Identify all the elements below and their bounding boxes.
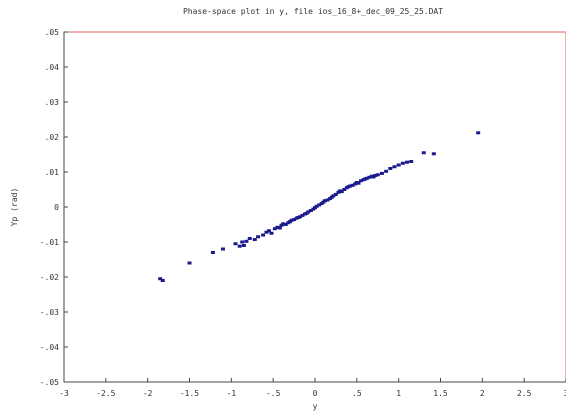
data-point [476,131,481,135]
data-point [314,204,319,208]
data-point [375,173,380,177]
y-tick-label: -.04 [40,343,59,352]
scatter-points [158,131,481,282]
data-point [158,277,163,281]
data-point [275,225,280,229]
y-axis-title: Yp (rad) [10,188,19,227]
data-point [241,244,246,247]
data-point [247,237,252,240]
data-point [333,192,338,196]
data-point [392,165,397,169]
data-point [292,218,297,222]
y-axis-ticks: .05 .04 .03 .02 .01 0 -.01 -.02 -.03 -.04 -.05 [40,28,68,387]
x-tick-label: 1 [396,389,401,398]
x-tick-label: -.5 [266,389,281,398]
x-tick-label: 1.5 [433,389,448,398]
data-point [237,244,242,248]
data-point [317,203,322,207]
data-point [283,223,288,226]
y-tick-label: .03 [45,98,60,107]
y-tick-label: -.01 [40,238,59,247]
data-point [256,235,261,239]
data-point [373,174,378,177]
data-point [431,152,436,156]
data-point [359,179,364,183]
data-point [331,194,336,198]
x-tick-label: 3 [564,389,566,398]
data-point [244,239,249,243]
data-point [325,198,330,202]
y-tick-label: .05 [45,28,60,37]
data-point [160,279,165,282]
data-point [356,181,361,185]
x-axis-title: y [313,402,318,411]
data-point [252,238,257,242]
x-tick-label: -1 [227,389,237,398]
data-point [384,169,389,173]
data-point [405,160,410,164]
data-point [308,209,313,212]
data-point [240,240,245,244]
data-point [210,251,215,254]
data-point [297,215,302,219]
x-tick-label: 2 [480,389,485,398]
x-tick-label: .5 [352,389,362,398]
x-tick-label: -1.5 [180,389,199,398]
data-point [233,242,238,246]
chart-title: Phase-space plot in y, file ios_16_8+_de… [183,7,443,16]
data-point [342,188,347,191]
data-point [323,199,328,203]
data-point [187,261,192,265]
data-point [396,163,401,167]
data-point [400,161,405,165]
data-point [281,222,286,226]
x-tick-label: -2.5 [96,389,115,398]
data-point [379,171,384,175]
x-tick-label: -2 [143,389,153,398]
data-point [388,167,393,170]
x-tick-label: -3 [59,389,69,398]
data-point [266,229,271,233]
y-tick-label: -.05 [40,378,59,387]
y-tick-label: 0 [54,203,59,212]
data-point [300,213,305,217]
data-point [339,190,344,194]
data-point [261,233,266,237]
data-point [306,210,311,214]
data-point [277,226,282,230]
data-point [409,160,414,163]
x-tick-label: 0 [313,389,318,398]
data-point [272,227,277,231]
y-tick-label: -.03 [40,308,59,317]
data-point [367,175,372,179]
data-point [421,151,426,155]
x-axis-ticks: -3 -2.5 -2 -1.5 -1 -.5 0 .5 1 1.5 2 2.5 3 [59,378,566,398]
y-tick-label: .04 [45,63,60,72]
data-point [220,247,225,251]
data-point [350,183,355,187]
data-point [264,230,269,234]
data-point [289,218,294,222]
data-point [364,176,369,180]
y-tick-label: .02 [45,133,60,142]
y-tick-label: .01 [45,168,60,177]
data-point [269,231,274,235]
x-tick-label: 2.5 [517,389,532,398]
data-point [348,184,353,188]
y-tick-label: -.02 [40,273,59,282]
